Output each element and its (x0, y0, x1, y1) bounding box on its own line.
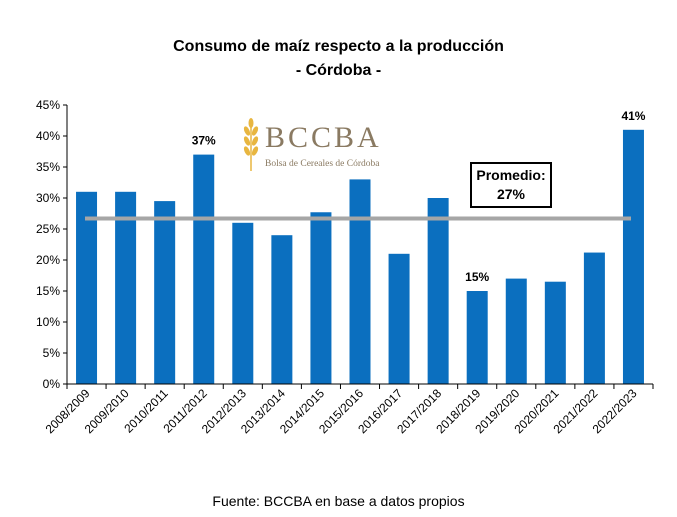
bar (505, 278, 527, 384)
data-label: 15% (465, 270, 489, 284)
average-box: Promedio: 27% (470, 162, 552, 208)
bccba-logo: BCCBA Bolsa de Cereales de Córdoba (240, 115, 400, 175)
data-labels: 37% 15% 41% (192, 109, 646, 284)
y-tick-label: 0% (43, 377, 61, 391)
y-tick-label: 5% (43, 346, 61, 360)
y-tick-label: 20% (36, 253, 60, 267)
bar (154, 201, 176, 384)
chart-title-line2: - Córdoba - (295, 62, 382, 79)
bar (544, 281, 566, 384)
bar (232, 222, 254, 384)
x-axis: 2008/20092009/20102010/20112011/20122012… (43, 383, 654, 436)
bar (583, 252, 605, 384)
y-tick-label: 15% (36, 284, 60, 298)
bar (115, 191, 137, 384)
y-tick-label: 40% (36, 129, 60, 143)
chart-title-line1: Consumo de maíz respecto a la producción (173, 38, 504, 55)
bar (427, 198, 449, 384)
bar (388, 253, 410, 384)
data-label: 41% (621, 109, 645, 123)
y-axis: 0% 5% 10% 15% 20% 25% 30% 35% 40% 45% (36, 98, 68, 391)
y-tick-label: 35% (36, 160, 60, 174)
bar (622, 129, 644, 384)
y-tick-label: 30% (36, 191, 60, 205)
bar (76, 191, 98, 384)
average-label: Promedio: (476, 167, 546, 183)
bar (193, 154, 215, 384)
source-note: Fuente: BCCBA en base a datos propios (212, 493, 465, 509)
bar (349, 179, 371, 384)
wheat-icon (243, 118, 259, 171)
y-tick-label: 10% (36, 315, 60, 329)
bars (76, 129, 644, 384)
data-label: 37% (192, 134, 216, 148)
y-tick-label: 45% (36, 98, 60, 112)
logo-name: BCCBA (265, 121, 382, 154)
bar (271, 235, 293, 384)
y-tick-label: 25% (36, 222, 60, 236)
bar (310, 212, 332, 384)
bar (466, 291, 488, 384)
logo-subtitle: Bolsa de Cereales de Córdoba (265, 159, 380, 169)
average-value: 27% (496, 186, 526, 202)
